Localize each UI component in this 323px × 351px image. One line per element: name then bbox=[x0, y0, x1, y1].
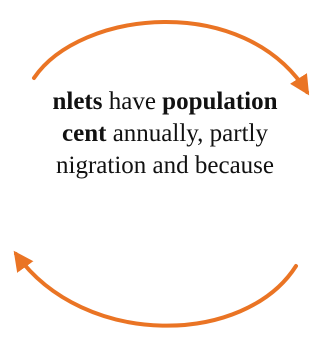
text-line-1-regular: have bbox=[102, 88, 163, 115]
text-line-3-regular: nigration and because bbox=[56, 152, 274, 179]
center-text: nlets have population cent annually, par… bbox=[0, 86, 323, 182]
text-line-2-regular: annually, partly bbox=[106, 120, 268, 147]
top-cycle-arrow bbox=[32, 20, 310, 96]
text-line-2-bold: cent bbox=[62, 120, 107, 147]
text-line-1-bold-b: population bbox=[162, 88, 278, 115]
text-line-3: nigration and because bbox=[0, 150, 323, 182]
text-line-2: cent annually, partly bbox=[0, 118, 323, 150]
text-line-1-bold-a: nlets bbox=[52, 88, 103, 115]
text-line-1: nlets have population bbox=[0, 86, 323, 118]
bottom-cycle-arrow bbox=[13, 250, 298, 328]
